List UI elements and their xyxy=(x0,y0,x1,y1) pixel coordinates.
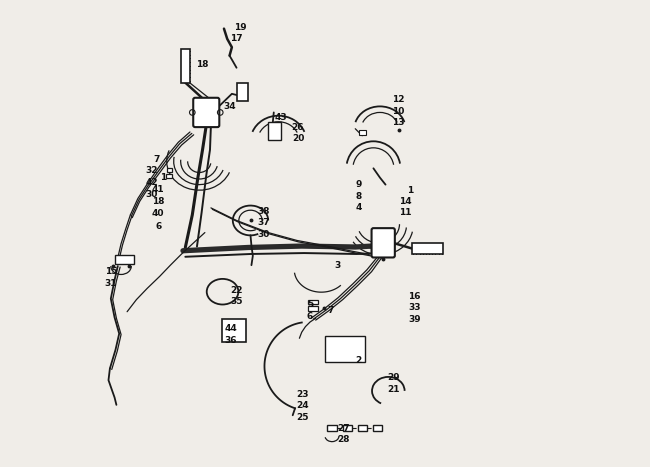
Bar xyxy=(116,255,134,264)
FancyBboxPatch shape xyxy=(193,98,219,127)
Text: 40: 40 xyxy=(152,209,164,219)
Text: 41: 41 xyxy=(152,185,164,194)
Text: 27: 27 xyxy=(337,424,350,432)
Text: 39: 39 xyxy=(408,315,421,324)
Text: 25: 25 xyxy=(296,413,309,422)
Text: 1: 1 xyxy=(160,173,166,182)
Text: 11: 11 xyxy=(399,208,411,217)
Bar xyxy=(308,306,318,311)
Bar xyxy=(358,425,367,431)
Bar xyxy=(359,130,367,135)
Text: 3: 3 xyxy=(335,261,341,269)
Text: 8: 8 xyxy=(356,192,361,201)
Text: 18: 18 xyxy=(152,198,164,206)
Text: 24: 24 xyxy=(296,401,309,410)
Text: 23: 23 xyxy=(296,389,309,399)
Bar xyxy=(325,336,365,361)
Text: 21: 21 xyxy=(387,385,400,394)
Text: 30: 30 xyxy=(146,190,158,199)
Text: 14: 14 xyxy=(398,198,411,206)
Text: 13: 13 xyxy=(393,118,405,127)
Text: 19: 19 xyxy=(234,23,246,32)
Text: 7: 7 xyxy=(328,306,333,315)
Text: 22: 22 xyxy=(230,286,243,295)
Text: 9: 9 xyxy=(356,180,361,189)
Text: 7: 7 xyxy=(153,155,160,163)
Text: 33: 33 xyxy=(408,304,421,312)
Bar xyxy=(181,49,190,83)
Bar xyxy=(166,168,172,171)
Text: 29: 29 xyxy=(387,373,400,382)
Text: 26: 26 xyxy=(292,123,304,132)
Text: 17: 17 xyxy=(230,35,243,43)
Bar xyxy=(268,122,281,141)
Text: 6: 6 xyxy=(307,312,313,321)
Text: 35: 35 xyxy=(230,297,243,306)
Bar xyxy=(308,300,318,304)
Text: 6: 6 xyxy=(155,221,161,231)
Text: 32: 32 xyxy=(146,166,158,175)
Bar xyxy=(411,243,443,254)
Text: 38: 38 xyxy=(257,207,270,216)
Text: 1: 1 xyxy=(407,186,413,195)
Text: 18: 18 xyxy=(196,60,209,70)
Text: 44: 44 xyxy=(224,325,237,333)
Text: 30: 30 xyxy=(257,230,270,239)
Text: 4: 4 xyxy=(356,204,361,212)
Text: 43: 43 xyxy=(274,113,287,121)
Text: 34: 34 xyxy=(223,102,236,111)
Text: 16: 16 xyxy=(408,292,421,301)
Text: 31: 31 xyxy=(105,279,117,288)
Text: 12: 12 xyxy=(393,95,405,104)
Text: 28: 28 xyxy=(337,435,350,444)
Bar xyxy=(166,174,172,177)
Text: 15: 15 xyxy=(105,267,117,276)
Text: 37: 37 xyxy=(257,218,270,227)
FancyBboxPatch shape xyxy=(372,228,395,257)
Text: 36: 36 xyxy=(225,336,237,345)
Text: 2: 2 xyxy=(356,356,361,365)
Bar xyxy=(328,425,337,431)
Bar xyxy=(222,319,246,341)
Bar xyxy=(343,425,352,431)
Bar xyxy=(373,425,382,431)
Text: 10: 10 xyxy=(393,106,405,115)
Bar xyxy=(237,83,248,101)
Text: 20: 20 xyxy=(292,134,304,143)
Text: 5: 5 xyxy=(307,300,313,309)
Text: 42: 42 xyxy=(146,178,158,187)
